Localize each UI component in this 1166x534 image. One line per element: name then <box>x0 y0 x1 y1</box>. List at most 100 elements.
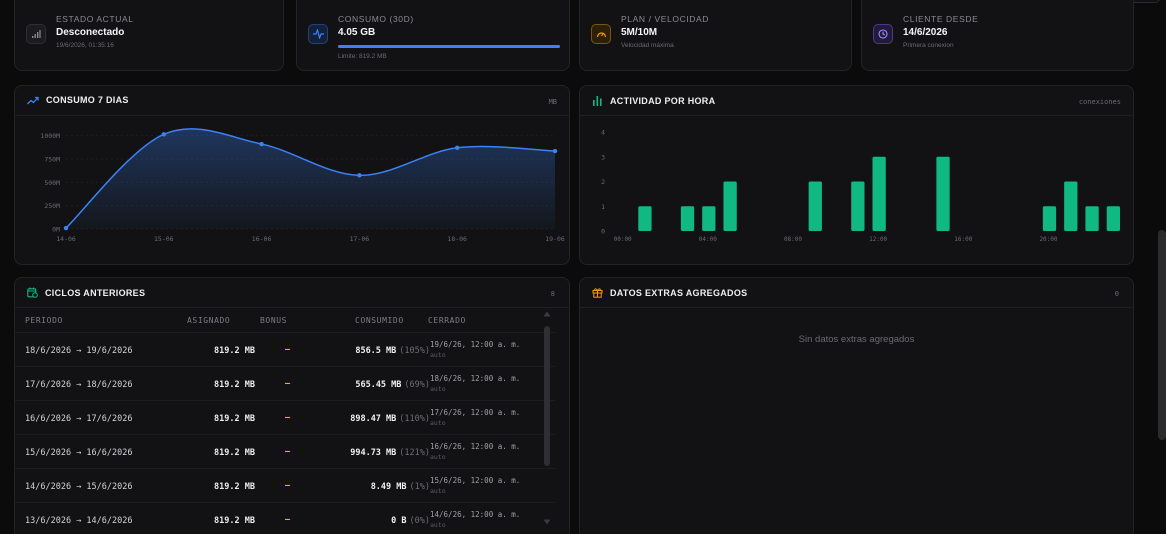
bar <box>1085 206 1099 231</box>
scroll-up-icon[interactable] <box>543 311 551 317</box>
data-point <box>259 141 264 147</box>
stat-sub: Limite: 819.2 MB <box>338 53 387 60</box>
consumido-percent: (121%) <box>399 448 430 458</box>
x-tick-label: 04:00 <box>699 236 717 243</box>
cell-asignado: 819.2 MB <box>214 482 255 492</box>
usage-progress-fill <box>338 45 560 48</box>
unit-label: conexiones <box>1078 98 1121 106</box>
calendar-clock-icon <box>27 287 38 298</box>
table-row[interactable]: 15/6/2026 → 16/6/2026 819.2 MB — 994.73 MB(… <box>15 434 555 468</box>
cell-cerrado: 17/6/26, 12:00 a. m. auto <box>430 408 520 428</box>
bar <box>723 181 737 231</box>
card-title: CONSUMO 7 DIAS <box>46 95 129 105</box>
trending-up-icon <box>27 96 39 104</box>
table-scrollbar[interactable] <box>543 311 551 525</box>
stat-sub: Velocidad máxima <box>621 42 674 49</box>
table-row[interactable]: 17/6/2026 → 18/6/2026 819.2 MB — 565.45 MB(… <box>15 366 555 400</box>
consumido-value: 994.73 MB <box>350 448 397 458</box>
cerrado-type: auto <box>430 487 446 495</box>
stat-label: ESTADO ACTUAL <box>56 14 134 24</box>
stat-value: Desconectado <box>56 27 125 38</box>
scroll-thumb[interactable] <box>544 326 550 466</box>
cell-consumido: 856.5 MB (105%) <box>355 346 430 356</box>
consumido-percent: (105%) <box>399 346 430 356</box>
consumido-percent: (69%) <box>404 380 430 390</box>
area-chart: 0M 250M 500M 750M 1000M 14-06 15-06 16-06 17-06 1… <box>40 128 565 243</box>
th-consumido[interactable]: CONSUMIDO <box>355 316 404 325</box>
y-tick-label: 0M <box>52 226 60 234</box>
divider <box>15 115 569 116</box>
divider <box>15 307 569 308</box>
stat-sub: Primera conexion <box>903 42 954 49</box>
divider <box>580 115 1133 116</box>
x-tick-label: 08:00 <box>784 236 802 243</box>
stat-card-consumo: CONSUMO (30D) 4.05 GB Limite: 819.2 MB <box>296 0 570 71</box>
bar <box>1042 206 1057 231</box>
cell-periodo: 18/6/2026 → 19/6/2026 <box>25 346 133 356</box>
consumido-percent: (110%) <box>399 414 430 424</box>
cell-periodo: 16/6/2026 → 17/6/2026 <box>25 414 133 424</box>
x-tick-label: 16:00 <box>954 236 972 243</box>
scroll-down-icon[interactable] <box>543 519 551 525</box>
cerrado-date: 14/6/26, 12:00 a. m. <box>430 510 521 519</box>
th-cerrado[interactable]: CERRADO <box>428 316 466 325</box>
stat-label: PLAN / VELOCIDAD <box>621 14 710 24</box>
consumido-value: 856.5 MB <box>355 346 397 356</box>
consumido-value: 8.49 MB <box>370 482 407 492</box>
bar <box>702 206 716 231</box>
card-header: CONSUMO 7 DIAS <box>27 95 129 105</box>
cell-bonus: — <box>285 481 291 491</box>
table-row[interactable]: 13/6/2026 → 14/6/2026 819.2 MB — 0 B (0%) 14/… <box>15 502 555 534</box>
cerrado-date: 19/6/26, 12:00 a. m. <box>430 340 521 349</box>
card-title: CICLOS ANTERIORES <box>45 287 146 298</box>
y-tick-label: 250M <box>44 202 60 210</box>
cerrado-type: auto <box>430 521 446 529</box>
unit-label: MB <box>548 98 557 106</box>
cell-consumido: 898.47 MB (110%) <box>350 414 430 424</box>
extras-card: DATOS EXTRAS AGREGADOS 0 Sin datos extra… <box>579 277 1134 534</box>
actividad-chart-card: ACTIVIDAD POR HORA conexiones 0 1 2 3 4 00:00… <box>579 85 1134 265</box>
count-label: 0 <box>1114 290 1119 298</box>
card-header: DATOS EXTRAS AGREGADOS <box>592 287 747 298</box>
table-row[interactable]: 16/6/2026 → 17/6/2026 819.2 MB — 898.47 MB(… <box>15 400 555 434</box>
consumido-percent: (1%) <box>409 482 430 492</box>
cell-cerrado: 14/6/26, 12:00 a. m. auto <box>430 510 520 530</box>
y-tick-label: 3 <box>601 153 605 161</box>
bar <box>638 206 652 231</box>
th-periodo[interactable]: PERIODO <box>25 316 63 325</box>
cell-bonus: — <box>285 379 291 389</box>
stat-value: 4.05 GB <box>338 27 376 38</box>
cell-consumido: 994.73 MB (121%) <box>350 448 430 458</box>
cell-asignado: 819.2 MB <box>214 448 255 458</box>
card-header: ACTIVIDAD POR HORA <box>592 95 715 106</box>
stat-sub: 19/6/2026, 01:35:16 <box>56 42 114 49</box>
gift-icon <box>592 288 603 298</box>
y-tick-label: 750M <box>44 156 60 164</box>
empty-state-message: Sin datos extras agregados <box>798 334 915 345</box>
consumido-value: 898.47 MB <box>350 414 397 424</box>
cell-asignado: 819.2 MB <box>214 414 255 424</box>
page-scrollbar[interactable] <box>1158 230 1166 440</box>
y-tick-label: 500M <box>44 179 60 187</box>
cerrado-date: 17/6/26, 12:00 a. m. <box>430 408 521 417</box>
cerrado-type: auto <box>430 419 446 427</box>
th-asignado[interactable]: ASIGNADO <box>187 316 231 325</box>
cerrado-date: 18/6/26, 12:00 a. m. <box>430 374 521 383</box>
stat-label: CONSUMO (30D) <box>338 14 414 24</box>
cell-periodo: 13/6/2026 → 14/6/2026 <box>25 516 133 526</box>
table-row[interactable]: 14/6/2026 → 15/6/2026 819.2 MB — 8.49 MB (1%… <box>15 468 555 502</box>
y-tick-label: 4 <box>601 129 605 137</box>
y-tick-label: 0 <box>601 228 605 236</box>
consumido-value: 0 B <box>391 516 407 526</box>
th-bonus[interactable]: BONUS <box>260 316 288 325</box>
bar <box>936 156 950 231</box>
bar-chart-icon <box>593 96 602 106</box>
card-header: CICLOS ANTERIORES <box>27 287 145 298</box>
cell-cerrado: 15/6/26, 12:00 a. m. auto <box>430 476 520 496</box>
cerrado-type: auto <box>430 385 446 393</box>
cell-asignado: 819.2 MB <box>214 380 255 390</box>
y-tick-label: 1 <box>601 203 605 211</box>
table-row[interactable]: 18/6/2026 → 19/6/2026 819.2 MB — 856.5 MB (1… <box>15 332 555 366</box>
stat-card-cliente: CLIENTE DESDE 14/6/2026 Primera conexion <box>861 0 1134 71</box>
bar <box>851 181 865 231</box>
